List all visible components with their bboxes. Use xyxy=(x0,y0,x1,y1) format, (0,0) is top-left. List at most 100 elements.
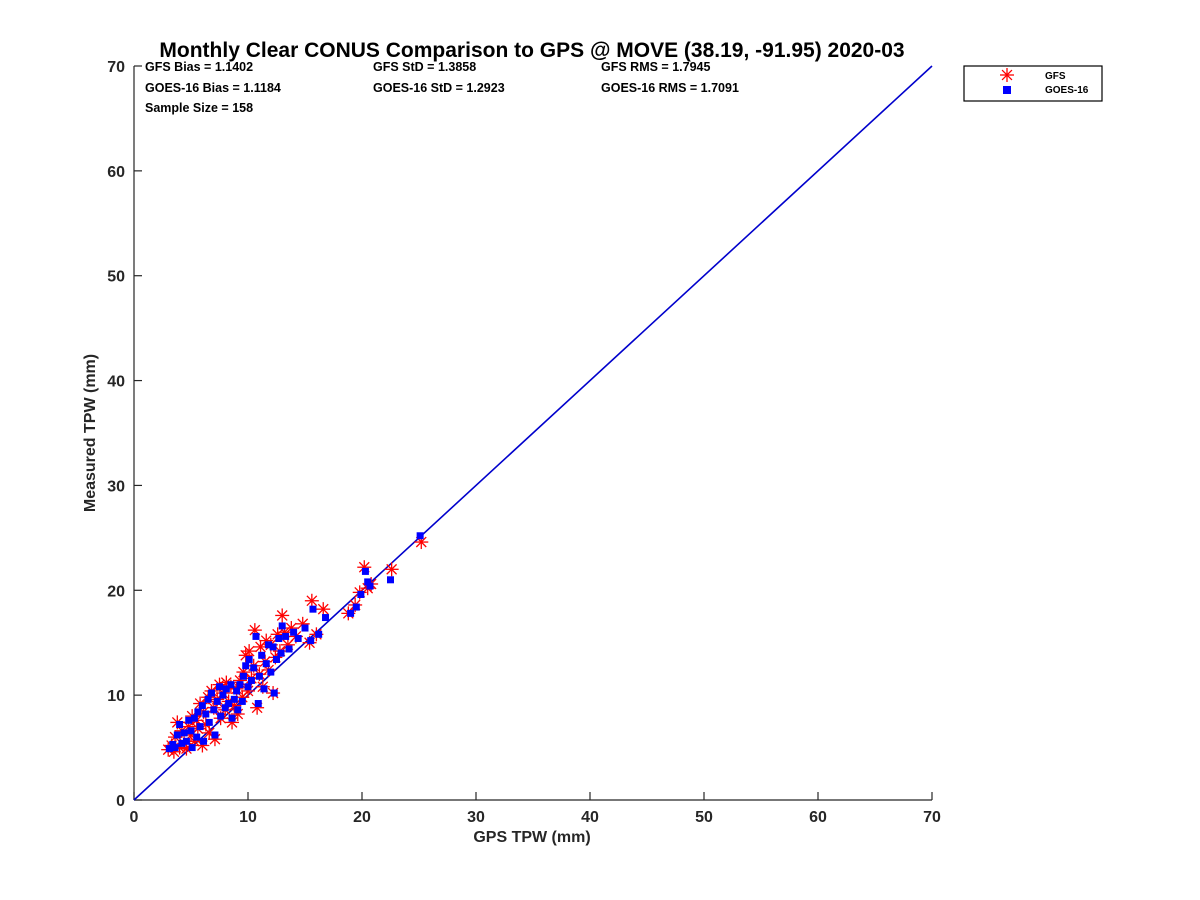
axes: 0 10 20 30 40 50 60 70 0 10 20 30 40 50 60 70 xyxy=(107,59,941,826)
goes-16-point xyxy=(255,672,263,680)
goes-16-point xyxy=(230,695,238,703)
goes-16-point xyxy=(307,637,315,645)
goes-16-point xyxy=(270,689,278,697)
y-tick-label: 60 xyxy=(107,164,125,181)
legend-goes-label: GOES-16 xyxy=(1045,85,1089,96)
goes-16-point xyxy=(173,731,181,739)
goes-16-point xyxy=(347,609,355,617)
x-axis-label: GPS TPW (mm) xyxy=(473,829,590,846)
goes-std-stat: GOES-16 StD = 1.2923 xyxy=(373,81,505,95)
goes-16-point xyxy=(182,737,190,745)
goes-16-point xyxy=(205,718,213,726)
goes-16-point xyxy=(221,704,229,712)
goes-16-point xyxy=(239,672,247,680)
goes-16-point xyxy=(245,655,253,663)
stats-panel: GFS Bias = 1.1402 GFS StD = 1.3858 GFS R… xyxy=(145,60,739,115)
goes-16-point xyxy=(244,683,252,691)
goes-16-point xyxy=(198,702,206,710)
y-tick-label: 30 xyxy=(107,478,125,495)
goes-16-point xyxy=(188,744,196,752)
gfs-std-stat: GFS StD = 1.3858 xyxy=(373,60,476,74)
gfs-point xyxy=(242,644,257,659)
goes-16-point xyxy=(210,706,218,714)
goes-16-point xyxy=(190,714,198,722)
legend-gfs-marker xyxy=(1000,68,1014,82)
goes-16-point xyxy=(238,697,246,705)
goes-16-point xyxy=(322,614,330,622)
goes-16-point xyxy=(193,733,201,741)
y-tick-label: 0 xyxy=(116,793,125,810)
goes-16-point xyxy=(219,691,227,699)
reference-line xyxy=(133,65,933,801)
legend-gfs-asterisk xyxy=(1000,68,1014,82)
data-series xyxy=(161,532,429,759)
y-tick-label: 70 xyxy=(107,59,125,76)
gfs-point xyxy=(384,562,399,577)
x-tick-label: 40 xyxy=(581,809,599,826)
goes-16-point xyxy=(227,681,235,689)
goes-16-point xyxy=(236,681,244,689)
goes-16-point xyxy=(416,532,424,540)
x-tick-label: 60 xyxy=(809,809,827,826)
x-tick-label: 70 xyxy=(923,809,941,826)
goes-16-point xyxy=(309,605,317,613)
gfs-point xyxy=(304,593,319,608)
goes-bias-stat: GOES-16 Bias = 1.1184 xyxy=(145,81,281,95)
goes-16-point xyxy=(364,578,372,586)
gfs-rms-stat: GFS RMS = 1.7945 xyxy=(601,60,710,74)
legend-goes-square xyxy=(1003,86,1011,94)
x-tick-label: 50 xyxy=(695,809,713,826)
goes-16-point xyxy=(217,712,225,720)
goes-16-point xyxy=(202,710,210,718)
goes-16-point xyxy=(176,721,184,729)
goes-16-point xyxy=(187,727,195,735)
goes-16-point xyxy=(194,708,202,716)
goes-16-point xyxy=(301,624,309,632)
goes-16-point xyxy=(282,632,290,640)
goes-16-point xyxy=(285,645,293,653)
sample-size-stat: Sample Size = 158 xyxy=(145,101,253,115)
goes-16-point xyxy=(211,731,219,739)
x-tick-label: 30 xyxy=(467,809,485,826)
x-tick-label: 20 xyxy=(353,809,371,826)
y-tick-label: 50 xyxy=(107,269,125,286)
series-goes-16 xyxy=(165,532,424,753)
goes-16-point xyxy=(361,567,369,575)
goes-16-point xyxy=(352,603,360,611)
y-axis-label: Measured TPW (mm) xyxy=(82,354,99,512)
goes-16-point xyxy=(277,649,285,657)
goes-16-point xyxy=(185,716,193,724)
chart-title: Monthly Clear CONUS Comparison to GPS @ … xyxy=(159,39,904,62)
goes-16-point xyxy=(196,723,204,731)
goes-16-point xyxy=(275,635,283,643)
goes-16-point xyxy=(357,590,365,598)
y-tick-label: 20 xyxy=(107,583,125,600)
goes-16-point xyxy=(252,632,260,640)
goes-16-point xyxy=(233,687,241,695)
y-tick-label: 40 xyxy=(107,374,125,391)
legend-goes-marker xyxy=(1003,86,1011,94)
goes-16-point xyxy=(366,582,374,590)
legend-box xyxy=(963,65,1103,102)
goes-rms-stat: GOES-16 RMS = 1.7091 xyxy=(601,81,739,95)
goes-16-point xyxy=(294,635,302,643)
gfs-point xyxy=(275,608,290,623)
gfs-point xyxy=(316,602,331,617)
goes-16-point xyxy=(228,714,236,722)
goes-16-point xyxy=(387,576,394,584)
gfs-point xyxy=(295,616,310,631)
goes-16-point xyxy=(260,685,268,693)
goes-16-point xyxy=(247,676,255,684)
goes-16-point xyxy=(178,739,186,747)
goes-16-point xyxy=(267,668,275,676)
goes-16-point xyxy=(200,737,208,745)
reference-line-group xyxy=(133,65,933,801)
x-tick-label: 10 xyxy=(239,809,257,826)
gfs-bias-stat: GFS Bias = 1.1402 xyxy=(145,60,253,74)
goes-16-point xyxy=(234,706,242,714)
goes-16-point xyxy=(208,689,216,697)
goes-16-point xyxy=(262,660,270,668)
goes-16-point xyxy=(258,651,266,659)
goes-16-point xyxy=(165,745,173,753)
